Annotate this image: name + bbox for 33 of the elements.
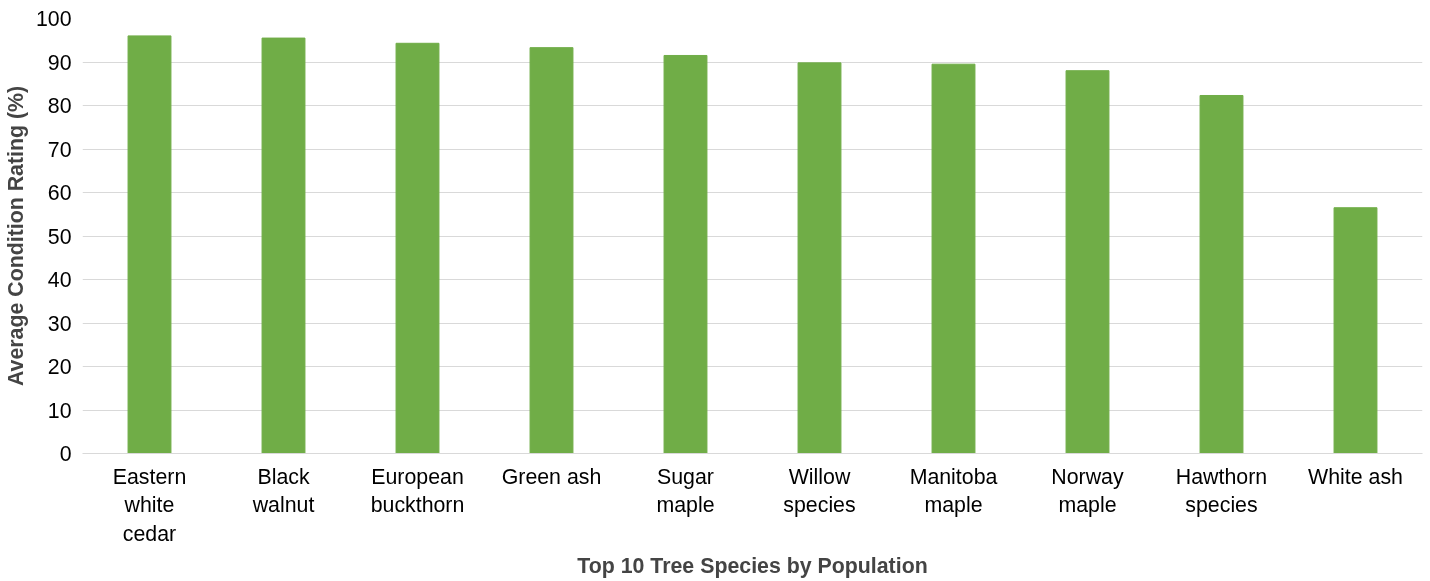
y-tick-label: 10 — [47, 398, 72, 423]
x-tick-label: Black walnut — [251, 464, 315, 518]
x-axis-title: Top 10 Tree Species by Population — [577, 554, 928, 579]
y-tick-label: 90 — [47, 50, 72, 75]
y-tick-label: 70 — [47, 137, 72, 162]
x-tick-label: Green ash — [501, 464, 602, 489]
y-tick-label: 30 — [47, 311, 72, 336]
bar — [127, 35, 172, 454]
x-tick-label: Manitoba maple — [909, 464, 998, 518]
x-tick-label: White ash — [1308, 464, 1403, 489]
y-tick-label: 100 — [35, 7, 72, 31]
x-tick-label: Sugar maple — [656, 464, 715, 518]
bar — [797, 62, 842, 454]
bar — [1333, 207, 1378, 454]
y-tick-label: 80 — [47, 94, 72, 118]
y-tick-label: 20 — [47, 355, 72, 379]
x-tick-label: Eastern white cedar — [112, 464, 187, 547]
bar — [1065, 70, 1110, 454]
x-tick-label: European buckthorn — [370, 464, 465, 518]
bar — [931, 63, 976, 454]
x-tick-label: Willow species — [783, 464, 856, 518]
bar — [663, 54, 708, 454]
bar — [1199, 95, 1244, 454]
y-tick-label: 60 — [47, 181, 72, 205]
y-axis-title: Average Condition Rating (%) — [3, 85, 28, 387]
bar — [395, 42, 440, 454]
y-tick-label: 0 — [59, 442, 72, 466]
bar — [261, 37, 306, 454]
x-tick-label: Hawthorn species — [1175, 464, 1268, 518]
y-tick-label: 40 — [47, 268, 72, 292]
y-tick-label: 50 — [47, 224, 72, 249]
bar — [529, 47, 574, 454]
x-tick-label: Norway maple — [1051, 464, 1124, 518]
